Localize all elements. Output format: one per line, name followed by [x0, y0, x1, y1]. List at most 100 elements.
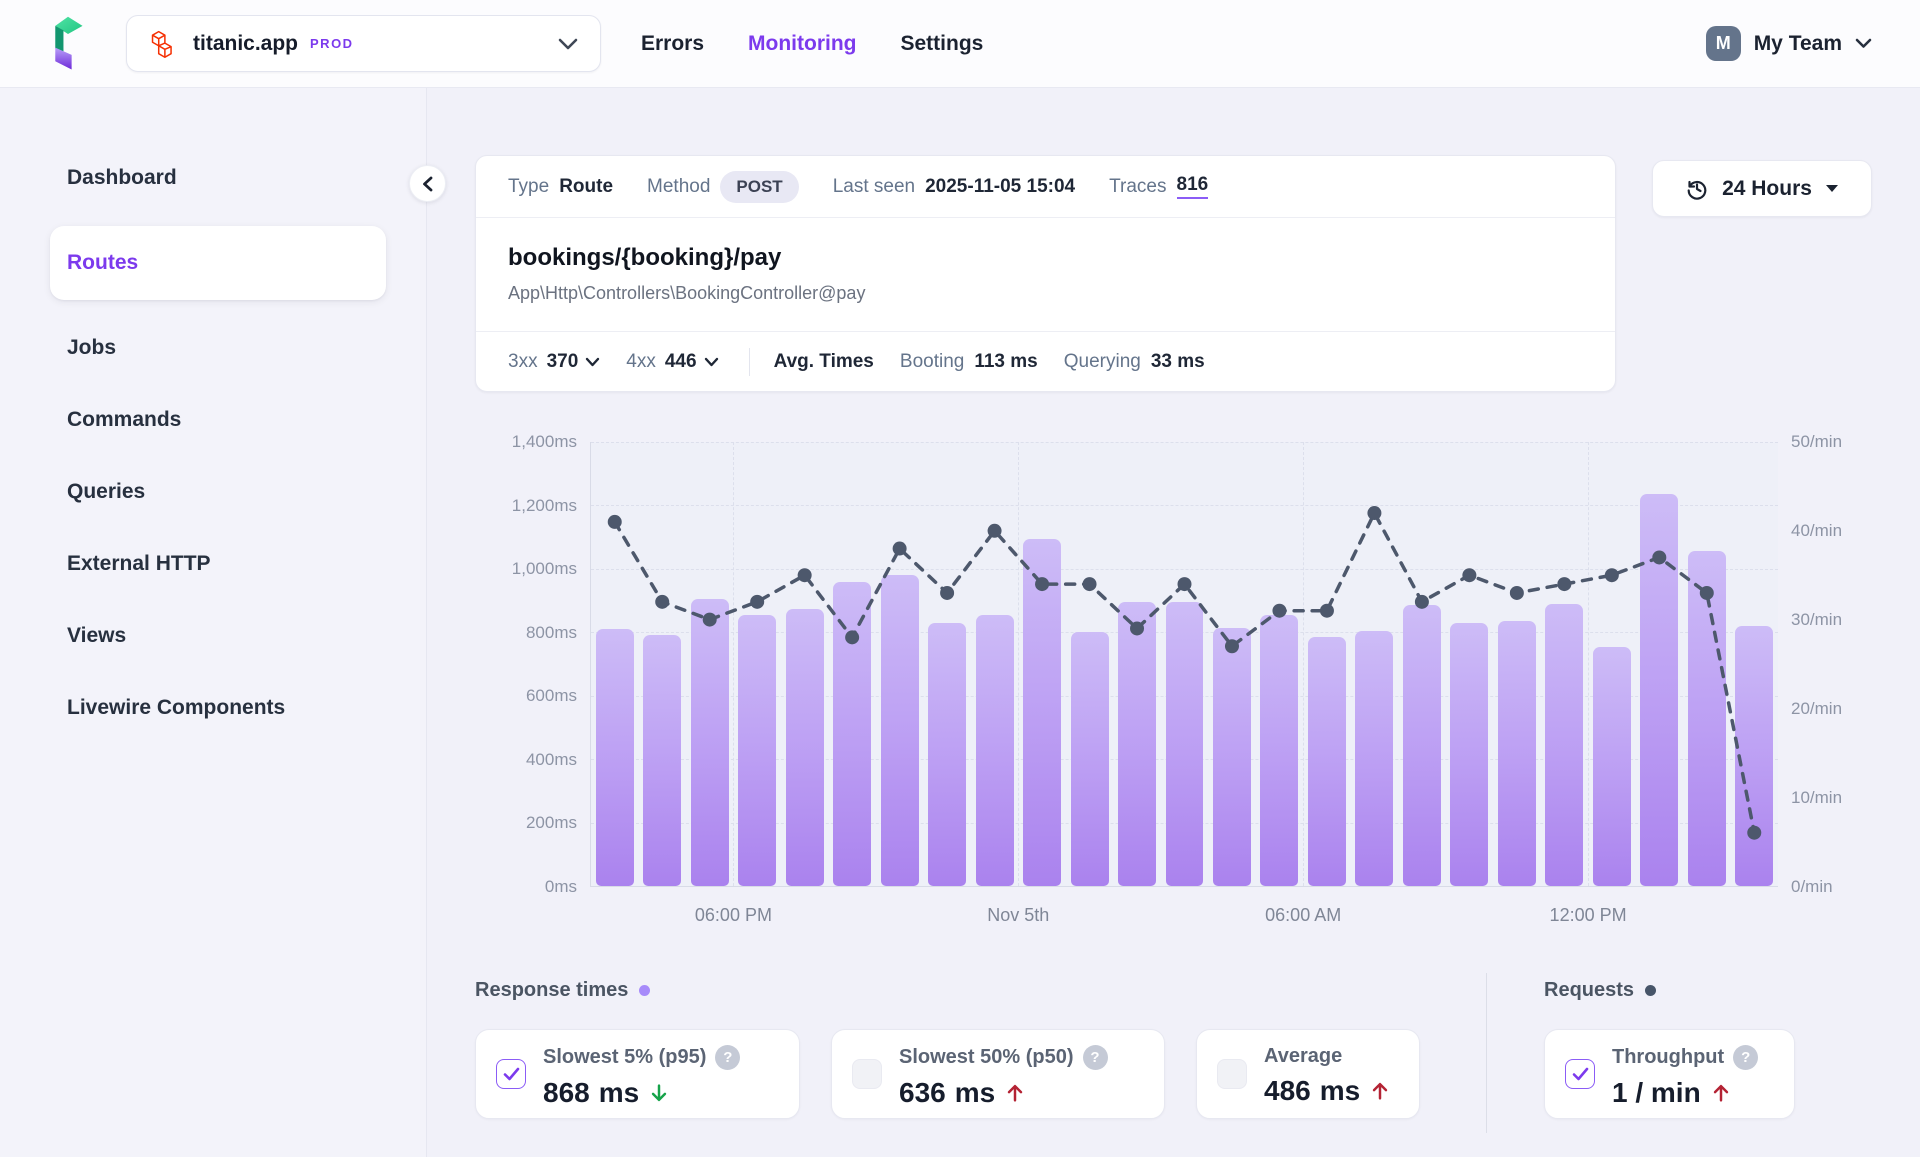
throughput-point[interactable]: [1415, 595, 1429, 609]
team-avatar: M: [1706, 26, 1741, 61]
throughput-point[interactable]: [798, 568, 812, 582]
check-icon: [1572, 1067, 1589, 1081]
help-icon[interactable]: ?: [1083, 1045, 1108, 1070]
meta-method: Method POST: [647, 171, 799, 203]
y-left-tick: 400ms: [526, 750, 577, 770]
route-stats-row: 3xx 370 4xx 446: [476, 332, 1615, 391]
sidebar-item-queries[interactable]: Queries: [0, 468, 426, 516]
sidebar-item-external-http[interactable]: External HTTP: [0, 540, 426, 588]
app-selector-dropdown[interactable]: titanic.app PROD: [126, 15, 601, 72]
throughput-point[interactable]: [750, 595, 764, 609]
route-controller: App\Http\Controllers\BookingController@p…: [508, 283, 1583, 304]
throughput-point[interactable]: [655, 595, 669, 609]
meta-type: Type Route: [508, 176, 613, 198]
route-title: bookings/{booking}/pay: [508, 244, 1583, 272]
y-right-tick: 50/min: [1791, 432, 1842, 452]
y-left-tick: 0ms: [545, 877, 577, 897]
chart-plot[interactable]: 06:00 PMNov 5th06:00 AM12:00 PM: [590, 442, 1778, 887]
y-axis-response-time: 1,400ms1,200ms1,000ms800ms600ms400ms200m…: [475, 442, 590, 887]
chevron-left-icon: [422, 176, 433, 192]
trend-up-icon: [1710, 1081, 1732, 1105]
help-icon[interactable]: ?: [715, 1045, 740, 1070]
trend-down-icon: [648, 1081, 670, 1105]
main-content: Type Route Method POST Last seen 2025-11…: [427, 88, 1920, 1157]
sidebar-collapse-button[interactable]: [409, 165, 446, 202]
throughput-point[interactable]: [1083, 577, 1097, 591]
trend-up-icon: [1369, 1079, 1391, 1103]
throughput-point[interactable]: [1462, 568, 1476, 582]
throughput-point[interactable]: [608, 515, 622, 529]
x-axis-label: 12:00 PM: [1550, 905, 1627, 926]
sidebar-item-commands[interactable]: Commands: [0, 396, 426, 444]
metric-card-p50: Slowest 50% (p50) ? 636ms: [831, 1029, 1165, 1119]
nav-monitoring[interactable]: Monitoring: [748, 32, 856, 56]
metric-card-throughput: Throughput ? 1 / min: [1544, 1029, 1795, 1119]
throughput-point[interactable]: [988, 524, 1002, 538]
throughput-checkbox[interactable]: [1565, 1059, 1595, 1089]
throughput-point[interactable]: [940, 586, 954, 600]
history-clock-icon: [1685, 177, 1709, 201]
chevron-down-icon: [585, 357, 600, 367]
laravel-icon: [149, 29, 179, 59]
sidebar-item-routes[interactable]: Routes: [50, 226, 386, 300]
metric-card-average: Average 486ms: [1196, 1029, 1420, 1119]
caret-down-icon: [1825, 184, 1839, 193]
time-range-dropdown[interactable]: 24 Hours: [1652, 160, 1872, 217]
nav-errors[interactable]: Errors: [641, 32, 704, 56]
p95-checkbox[interactable]: [496, 1059, 526, 1089]
sidebar-item-livewire-components[interactable]: Livewire Components: [0, 684, 426, 732]
sidebar-item-jobs[interactable]: Jobs: [0, 324, 426, 372]
throughput-point[interactable]: [893, 542, 907, 556]
throughput-point[interactable]: [1320, 604, 1334, 618]
traces-link[interactable]: 816: [1177, 174, 1209, 199]
status-4xx-dropdown[interactable]: 4xx 446: [626, 351, 718, 373]
throughput-point[interactable]: [1130, 621, 1144, 635]
throughput-point[interactable]: [845, 630, 859, 644]
average-checkbox[interactable]: [1217, 1059, 1247, 1089]
response-times-header: Response times: [475, 979, 1420, 1002]
help-icon[interactable]: ?: [1733, 1045, 1758, 1070]
app-header: titanic.app PROD Errors Monitoring Setti…: [0, 0, 1920, 88]
nav-settings[interactable]: Settings: [901, 32, 984, 56]
sidebar-item-dashboard[interactable]: Dashboard: [0, 154, 426, 202]
avg-booting: Booting 113 ms: [900, 351, 1038, 373]
route-performance-chart: 1,400ms1,200ms1,000ms800ms600ms400ms200m…: [475, 442, 1872, 887]
meta-traces: Traces 816: [1109, 174, 1208, 199]
trend-up-icon: [1004, 1081, 1026, 1105]
response-times-group: Response times Slowest 5% (p95) ?: [475, 979, 1420, 1119]
content-shell: Dashboard Routes Jobs Commands Queries E…: [0, 88, 1920, 1157]
y-left-tick: 1,400ms: [512, 432, 577, 452]
divider: [1486, 973, 1487, 1133]
sidebar-item-views[interactable]: Views: [0, 612, 426, 660]
throughput-line: [591, 442, 1778, 886]
throughput-point[interactable]: [703, 613, 717, 627]
y-right-tick: 20/min: [1791, 699, 1842, 719]
throughput-point[interactable]: [1178, 577, 1192, 591]
throughput-point[interactable]: [1225, 639, 1239, 653]
chevron-down-icon: [1855, 38, 1872, 49]
y-left-tick: 1,000ms: [512, 559, 577, 579]
status-3xx-dropdown[interactable]: 3xx 370: [508, 351, 600, 373]
throughput-point[interactable]: [1367, 506, 1381, 520]
throughput-point[interactable]: [1035, 577, 1049, 591]
y-right-tick: 30/min: [1791, 610, 1842, 630]
throughput-point[interactable]: [1652, 550, 1666, 564]
x-axis-label: 06:00 PM: [695, 905, 772, 926]
chevron-down-icon: [704, 357, 719, 367]
throughput-point[interactable]: [1510, 586, 1524, 600]
y-left-tick: 800ms: [526, 623, 577, 643]
p50-checkbox[interactable]: [852, 1059, 882, 1089]
environment-badge: PROD: [310, 36, 354, 51]
method-badge: POST: [720, 171, 798, 203]
throughput-point[interactable]: [1557, 577, 1571, 591]
route-detail-panel: Type Route Method POST Last seen 2025-11…: [475, 155, 1616, 392]
throughput-point[interactable]: [1272, 604, 1286, 618]
throughput-point[interactable]: [1747, 826, 1761, 840]
throughput-point[interactable]: [1605, 568, 1619, 582]
divider: [749, 348, 750, 376]
sidebar: Dashboard Routes Jobs Commands Queries E…: [0, 88, 427, 1157]
chevron-down-icon: [558, 38, 578, 50]
team-menu[interactable]: M My Team: [1706, 26, 1872, 61]
throughput-point[interactable]: [1700, 586, 1714, 600]
team-name: My Team: [1754, 32, 1842, 56]
